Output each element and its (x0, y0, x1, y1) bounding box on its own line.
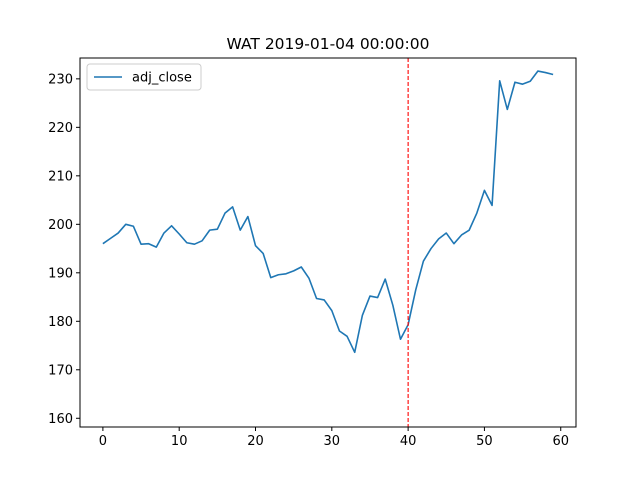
series-line-adj_close (102, 70, 554, 354)
x-tick-label: 20 (247, 434, 264, 449)
x-tick-label: 60 (552, 434, 569, 449)
chart-title: WAT 2019-01-04 00:00:00 (227, 35, 430, 53)
y-tick-label: 200 (48, 218, 73, 233)
series-layer (102, 70, 554, 354)
x-tick-label: 50 (476, 434, 493, 449)
x-tick-label: 10 (171, 434, 188, 449)
y-tick-label: 220 (48, 121, 73, 136)
x-tick-label: 0 (99, 434, 107, 449)
x-axis: 0 10 20 30 40 50 60 (99, 427, 569, 449)
legend-box (86, 63, 202, 91)
y-tick-label: 180 (48, 315, 73, 330)
x-tick-label: 40 (400, 434, 417, 449)
y-tick-label: 190 (48, 266, 73, 281)
plot-frame (79, 57, 577, 428)
legend: adj_close (86, 63, 202, 91)
y-tick-label: 160 (48, 412, 73, 427)
x-tick-label: 30 (324, 434, 341, 449)
y-tick-label: 230 (48, 72, 73, 87)
y-tick-label: 170 (48, 363, 73, 378)
legend-label: adj_close (132, 71, 192, 86)
y-tick-label: 210 (48, 169, 73, 184)
y-axis: 160 170 180 190 200 210 220 230 (48, 72, 80, 427)
